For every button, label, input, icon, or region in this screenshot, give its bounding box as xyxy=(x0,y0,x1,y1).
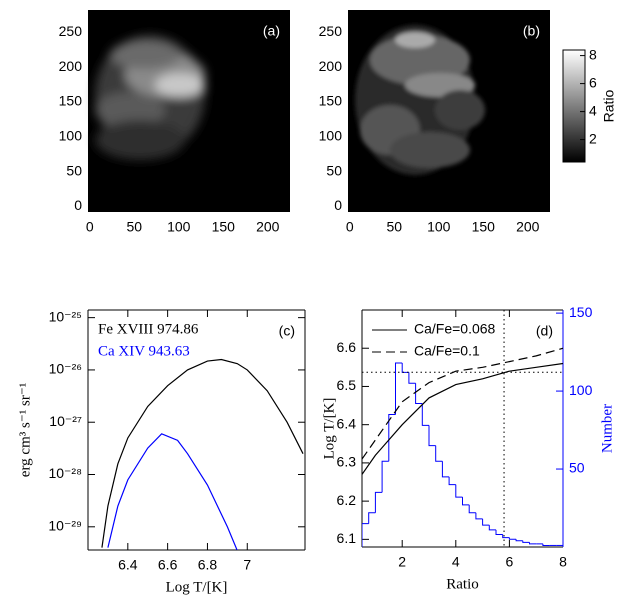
y-tick-label: 50 xyxy=(326,162,342,178)
y-tick-label: 6.4 xyxy=(337,415,357,431)
x-tick-label: 6.4 xyxy=(118,557,138,573)
histogram-step xyxy=(455,484,463,498)
histogram-step xyxy=(415,383,423,405)
x-tick-label: 0 xyxy=(346,219,354,235)
y-tick-label: 0 xyxy=(334,197,342,213)
x-tick-label: 0 xyxy=(86,219,94,235)
y-tick-label: 250 xyxy=(59,23,83,39)
y-tick-label: 200 xyxy=(319,58,343,74)
y-tick-label: 50 xyxy=(66,162,82,178)
colorbar-tick-label: 6 xyxy=(589,74,597,90)
histogram-step xyxy=(522,540,530,543)
histogram-step xyxy=(502,534,510,539)
histogram-step xyxy=(475,512,483,520)
y-tick-label: 6.6 xyxy=(337,339,357,355)
panel-label: (c) xyxy=(279,323,295,339)
histogram-step xyxy=(448,476,456,486)
x-tick-label: 100 xyxy=(427,219,451,235)
histogram-step xyxy=(462,497,470,506)
histogram-step xyxy=(488,525,496,531)
legend-label: Fe XVIII 974.86 xyxy=(98,321,199,337)
y-tick-label: 200 xyxy=(59,58,83,74)
panel-label: (b) xyxy=(523,23,540,39)
x-tick-label: 50 xyxy=(126,219,142,235)
histogram-step xyxy=(408,372,416,384)
x-axis-label: Ratio xyxy=(446,576,479,592)
y-tick-label: 10⁻²⁶ xyxy=(49,361,82,377)
y-tick-label: 6.3 xyxy=(337,454,357,470)
series-line xyxy=(101,358,304,548)
x-tick-label: 50 xyxy=(386,219,402,235)
y-tick-label: 100 xyxy=(59,127,83,143)
histogram-step xyxy=(395,362,403,415)
colorbar-tick-label: 2 xyxy=(589,130,597,146)
x-tick-label: 200 xyxy=(516,219,540,235)
y-tick-label: 10⁻²⁷ xyxy=(49,413,82,429)
histogram-step xyxy=(468,504,476,514)
histogram-step xyxy=(482,518,490,526)
y-tick-label: 10⁻²⁵ xyxy=(49,308,82,324)
histogram-step xyxy=(441,461,450,478)
y-tick-label: 6.1 xyxy=(337,530,357,546)
y2-tick-label: 100 xyxy=(569,382,593,398)
legend-label: Ca/Fe=0.1 xyxy=(414,343,480,359)
x-tick-label: 150 xyxy=(212,219,236,235)
x-tick-label: 4 xyxy=(452,554,460,570)
histogram-step xyxy=(428,425,436,447)
y-tick-label: 0 xyxy=(74,197,82,213)
x-tick-label: 100 xyxy=(167,219,191,235)
series-line xyxy=(107,433,238,550)
histogram-step xyxy=(529,542,537,545)
histogram-step xyxy=(381,460,389,493)
histogram-step xyxy=(362,523,369,547)
colorbar-tick-label: 4 xyxy=(589,102,597,118)
x-tick-label: 6.8 xyxy=(198,557,218,573)
x-tick-label: 8 xyxy=(559,554,567,570)
legend-label: Ca XIV 943.63 xyxy=(98,343,190,359)
histogram-step xyxy=(542,543,550,546)
x-tick-label: 200 xyxy=(256,219,280,235)
y-tick-label: 10⁻²⁹ xyxy=(48,518,82,534)
histogram-step xyxy=(435,445,443,462)
x-tick-label: 2 xyxy=(398,554,406,570)
colorbar-tick-label: 8 xyxy=(589,46,597,62)
panel-label: (d) xyxy=(536,323,553,339)
colorbar-label: Ratio xyxy=(601,89,617,122)
y-tick-label: 10⁻²⁸ xyxy=(48,465,82,481)
histogram-step xyxy=(388,413,396,462)
image-b xyxy=(348,10,550,212)
histogram-step xyxy=(374,491,383,513)
y-tick-label: 6.5 xyxy=(337,377,357,393)
histogram-step xyxy=(515,539,523,542)
histogram-step xyxy=(421,403,429,426)
y-tick-label: 150 xyxy=(59,93,83,109)
y-axis-label: erg cm³ s⁻¹ sr⁻¹ xyxy=(17,383,33,477)
series-line xyxy=(362,362,563,475)
image-a xyxy=(88,10,290,212)
y2-tick-label: 150 xyxy=(569,304,593,320)
panel-label: (a) xyxy=(263,23,280,39)
series-line xyxy=(362,347,563,460)
y-tick-label: 6.2 xyxy=(337,492,357,508)
histogram-step xyxy=(401,363,409,373)
y-tick-label: 100 xyxy=(319,127,343,143)
x-tick-label: 6 xyxy=(506,554,514,570)
y-axis-label: Log T/[K] xyxy=(321,398,337,460)
colorbar xyxy=(562,49,586,163)
legend-label: Ca/Fe=0.068 xyxy=(414,321,496,337)
x-tick-label: 150 xyxy=(472,219,496,235)
x-tick-label: 7 xyxy=(243,557,251,573)
x-tick-label: 6.6 xyxy=(158,557,178,573)
x-axis-label: Log T/[K] xyxy=(166,579,228,595)
histogram-step xyxy=(495,529,503,536)
histogram-step xyxy=(508,537,517,540)
y2-axis-label: Number xyxy=(599,404,615,453)
y-tick-label: 250 xyxy=(319,23,343,39)
histogram-step xyxy=(368,512,376,524)
y2-tick-label: 50 xyxy=(569,460,585,476)
y-tick-label: 150 xyxy=(319,93,343,109)
